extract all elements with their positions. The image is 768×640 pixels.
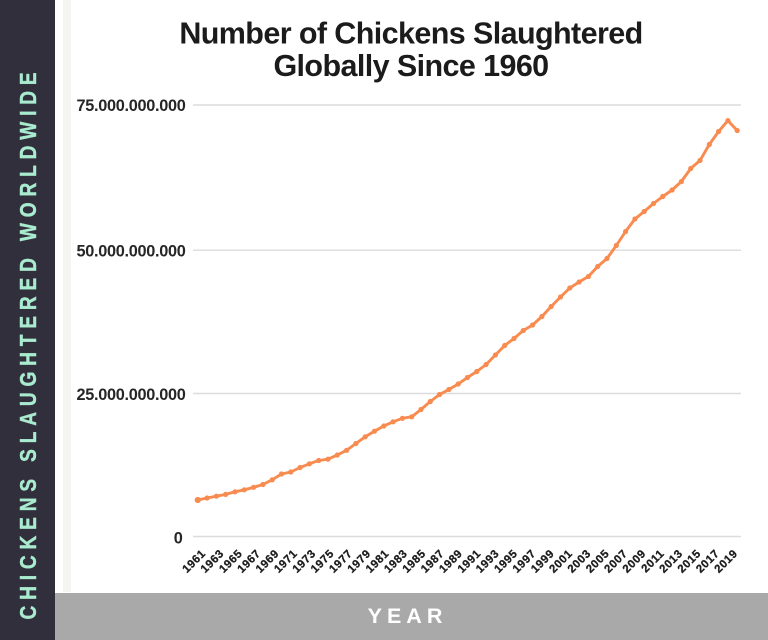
svg-text:Number of Chickens Slaughtered: Number of Chickens Slaughtered (179, 17, 642, 51)
svg-text:Globally Since 1960: Globally Since 1960 (273, 49, 548, 83)
svg-text:75.000.000.000: 75.000.000.000 (77, 97, 186, 115)
svg-text:0: 0 (174, 529, 183, 547)
svg-text:25.000.000.000: 25.000.000.000 (77, 386, 186, 404)
svg-text:YEAR: YEAR (368, 604, 448, 628)
svg-text:50.000.000.000: 50.000.000.000 (77, 242, 186, 260)
svg-text:CHICKENS SLAUGHTERED WORLDWIDE: CHICKENS SLAUGHTERED WORLDWIDE (15, 67, 41, 620)
